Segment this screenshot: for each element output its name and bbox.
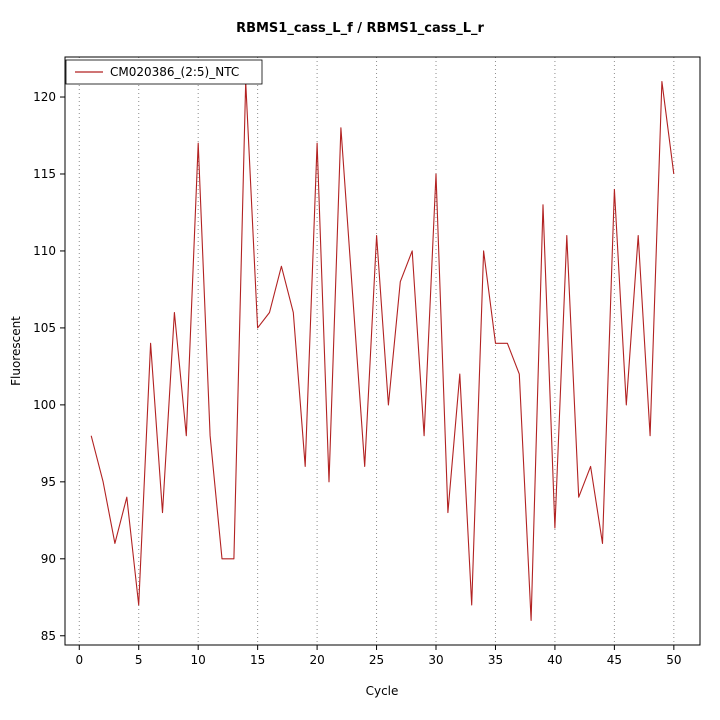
chart-title: RBMS1_cass_L_f / RBMS1_cass_L_r <box>236 21 484 36</box>
x-tick-label: 50 <box>666 653 681 667</box>
x-tick-label: 0 <box>75 653 83 667</box>
y-tick-label: 110 <box>33 244 56 258</box>
x-tick-label: 15 <box>250 653 265 667</box>
x-tick-label: 5 <box>135 653 143 667</box>
x-tick-label: 10 <box>191 653 206 667</box>
x-tick-label: 40 <box>547 653 562 667</box>
series-line <box>90 81 675 621</box>
x-tick-label: 35 <box>488 653 503 667</box>
y-tick-label: 100 <box>33 398 56 412</box>
y-tick-label: 85 <box>41 629 56 643</box>
legend-label: CM020386_(2:5)_NTC <box>110 65 239 79</box>
y-tick-label: 115 <box>33 167 56 181</box>
plot-border <box>64 56 701 646</box>
x-axis-label: Cycle <box>365 684 399 698</box>
x-tick-label: 30 <box>428 653 443 667</box>
y-tick-label: 95 <box>41 475 56 489</box>
y-tick-label: 120 <box>33 90 56 104</box>
y-tick-label: 105 <box>33 321 56 335</box>
x-tick-label: 45 <box>607 653 622 667</box>
y-tick-label: 90 <box>41 552 56 566</box>
x-tick-label: 20 <box>309 653 324 667</box>
x-tick-label: 25 <box>369 653 384 667</box>
